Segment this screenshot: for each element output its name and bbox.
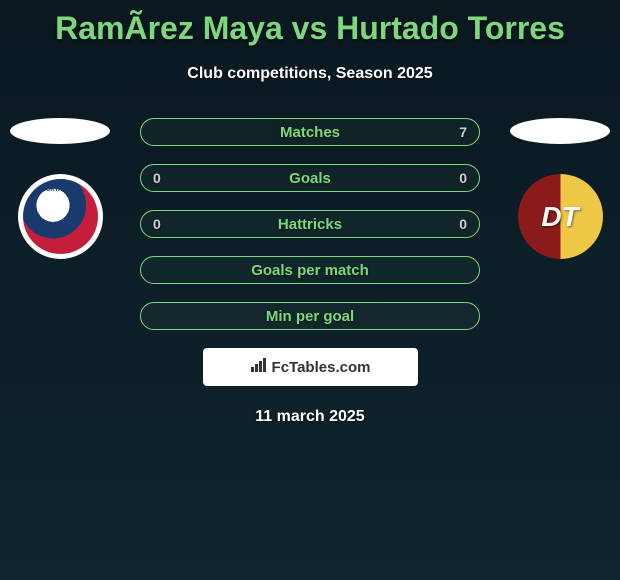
brand-label: FcTables.com bbox=[272, 359, 371, 376]
club-badge-right-inner: DT bbox=[533, 189, 588, 244]
player-right-column: DT bbox=[510, 118, 610, 259]
club-badge-right: DT bbox=[518, 174, 603, 259]
brand-badge[interactable]: FcTables.com bbox=[203, 348, 418, 386]
stat-value-right: 0 bbox=[459, 170, 467, 186]
stat-label: Matches bbox=[141, 124, 479, 141]
stat-row-matches: Matches 7 bbox=[140, 118, 480, 146]
stat-value-right: 0 bbox=[459, 216, 467, 232]
stat-label: Goals bbox=[141, 170, 479, 187]
page-title: RamÃ­rez Maya vs Hurtado Torres bbox=[0, 0, 620, 47]
stat-row-min-per-goal: Min per goal bbox=[140, 302, 480, 330]
stat-row-goals: 0 Goals 0 bbox=[140, 164, 480, 192]
club-badge-left: FORTALEZA bbox=[18, 174, 103, 259]
date-label: 11 march 2025 bbox=[0, 408, 620, 426]
chart-icon bbox=[250, 358, 268, 377]
club-left-label: FORTALEZA bbox=[42, 187, 78, 193]
player-right-avatar bbox=[510, 118, 610, 144]
stats-table: Matches 7 0 Goals 0 0 Hattricks 0 Goals … bbox=[140, 118, 480, 330]
stat-value-right: 7 bbox=[459, 124, 467, 140]
stat-label: Min per goal bbox=[141, 308, 479, 325]
stat-value-left: 0 bbox=[153, 170, 161, 186]
stat-row-hattricks: 0 Hattricks 0 bbox=[140, 210, 480, 238]
club-badge-left-inner: FORTALEZA bbox=[23, 179, 98, 254]
club-right-label: DT bbox=[541, 201, 578, 233]
stat-label: Goals per match bbox=[141, 262, 479, 279]
player-left-avatar bbox=[10, 118, 110, 144]
stat-row-goals-per-match: Goals per match bbox=[140, 256, 480, 284]
subtitle: Club competitions, Season 2025 bbox=[0, 65, 620, 83]
stat-value-left: 0 bbox=[153, 216, 161, 232]
comparison-panel: FORTALEZA DT Matches 7 0 Goals 0 0 Hattr… bbox=[0, 118, 620, 426]
player-left-column: FORTALEZA bbox=[10, 118, 110, 259]
stat-label: Hattricks bbox=[141, 216, 479, 233]
